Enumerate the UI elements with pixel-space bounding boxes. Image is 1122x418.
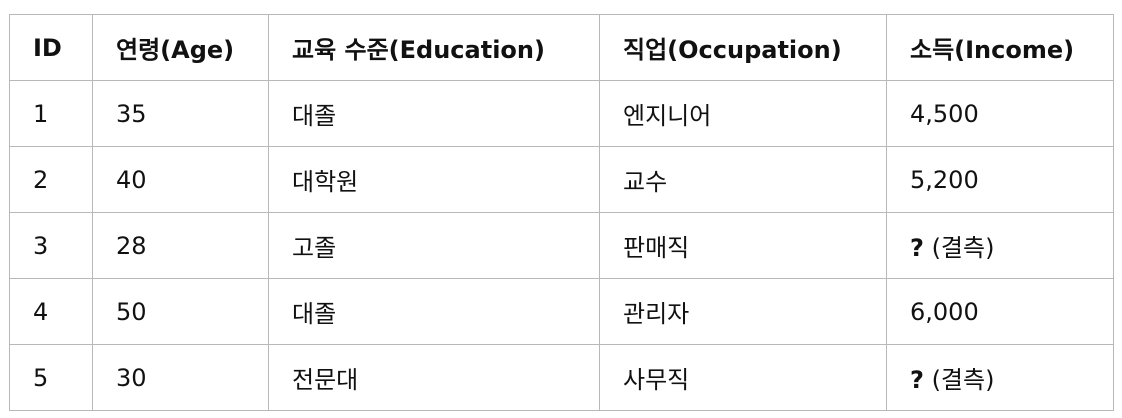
cell-occupation: 관리자 xyxy=(599,278,887,345)
cell-occupation: 교수 xyxy=(599,146,887,213)
cell-education: 전문대 xyxy=(268,344,600,411)
cell-education: 대학원 xyxy=(268,146,600,213)
cell-id: 3 xyxy=(9,212,93,279)
cell-id: 5 xyxy=(9,344,93,411)
missing-mark: ? xyxy=(910,234,924,262)
header-education: 교육 수준(Education) xyxy=(268,14,600,81)
cell-id: 1 xyxy=(9,80,93,147)
cell-age: 40 xyxy=(92,146,269,213)
header-id: ID xyxy=(9,14,93,81)
cell-occupation: 사무직 xyxy=(599,344,887,411)
header-occupation: 직업(Occupation) xyxy=(599,14,887,81)
cell-income-missing: ? (결측) xyxy=(886,344,1114,411)
table-row: 1 35 대졸 엔지니어 4,500 xyxy=(9,80,1114,147)
cell-education: 대졸 xyxy=(268,80,600,147)
cell-age: 30 xyxy=(92,344,269,411)
cell-education: 대졸 xyxy=(268,278,600,345)
table-row: 5 30 전문대 사무직 ? (결측) xyxy=(9,344,1114,411)
header-income: 소득(Income) xyxy=(886,14,1114,81)
table-row: 4 50 대졸 관리자 6,000 xyxy=(9,278,1114,345)
cell-age: 28 xyxy=(92,212,269,279)
cell-occupation: 엔지니어 xyxy=(599,80,887,147)
cell-income: 4,500 xyxy=(886,80,1114,147)
header-row: ID 연령(Age) 교육 수준(Education) 직업(Occupatio… xyxy=(9,14,1114,81)
missing-note: (결측) xyxy=(931,366,995,394)
cell-education: 고졸 xyxy=(268,212,600,279)
cell-id: 2 xyxy=(9,146,93,213)
cell-age: 35 xyxy=(92,80,269,147)
missing-mark: ? xyxy=(910,366,924,394)
cell-id: 4 xyxy=(9,278,93,345)
header-age: 연령(Age) xyxy=(92,14,269,81)
data-table: ID 연령(Age) 교육 수준(Education) 직업(Occupatio… xyxy=(9,14,1114,411)
cell-income: 6,000 xyxy=(886,278,1114,345)
cell-age: 50 xyxy=(92,278,269,345)
cell-income: 5,200 xyxy=(886,146,1114,213)
cell-occupation: 판매직 xyxy=(599,212,887,279)
cell-income-missing: ? (결측) xyxy=(886,212,1114,279)
table-row: 2 40 대학원 교수 5,200 xyxy=(9,146,1114,213)
missing-note: (결측) xyxy=(931,234,995,262)
table-row: 3 28 고졸 판매직 ? (결측) xyxy=(9,212,1114,279)
